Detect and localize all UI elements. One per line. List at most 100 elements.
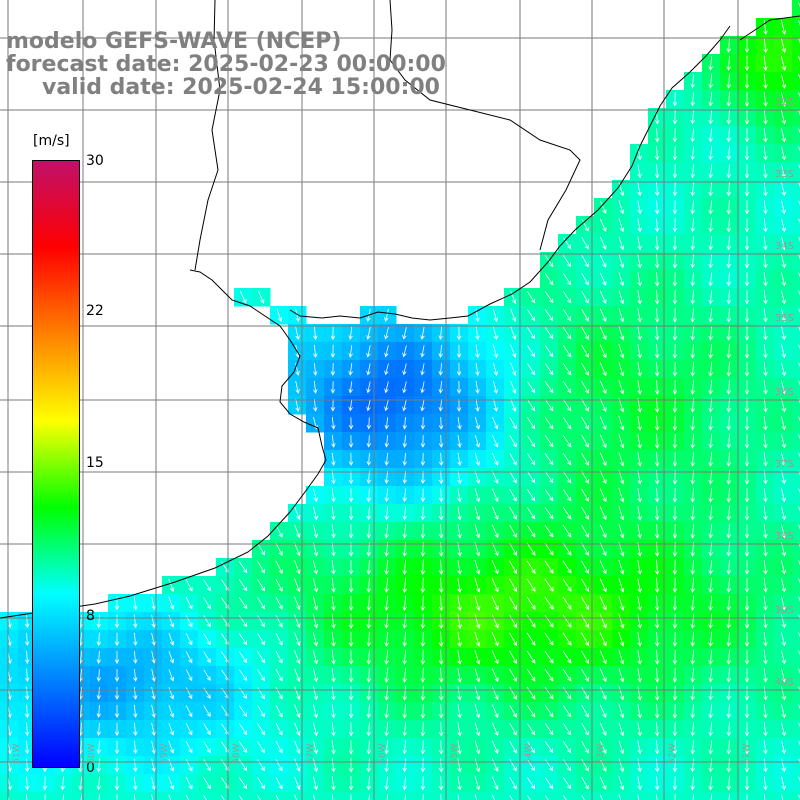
wind-arrow [526,489,536,502]
wind-arrow [798,470,800,476]
colorbar [32,160,80,768]
wind-arrow [763,794,766,800]
wind-arrow [672,433,678,449]
wind-arrow [781,650,786,665]
wind-arrow [763,344,768,359]
wind-arrow [438,488,444,503]
wind-arrow [312,362,318,376]
wind-arrow [526,704,536,718]
wind-arrow [133,740,138,755]
wind-arrow [116,794,118,800]
wind-arrow [744,434,750,449]
wind-arrow [690,128,695,143]
wind-arrow [331,740,336,755]
wind-arrow [185,669,193,682]
wind-arrow [726,308,732,323]
wind-arrow [708,344,713,359]
wind-arrow [672,92,678,107]
speed-cell [792,54,800,73]
wind-arrow [509,488,517,502]
wind-arrow [726,704,732,719]
wind-arrow [599,596,607,611]
wind-arrow [654,200,660,215]
wind-arrow [96,704,102,718]
wind-arrow [744,344,750,359]
wind-arrow [257,705,265,718]
wind-arrow [726,740,732,755]
wind-arrow [492,417,499,430]
wind-arrow [457,758,462,773]
wind-arrow [312,560,319,575]
wind-arrow [781,398,786,413]
wind-arrow [781,470,786,485]
wind-arrow [781,578,787,593]
wind-arrow [420,649,426,665]
wind-arrow [672,613,678,629]
wind-arrow [599,272,607,286]
wind-arrow [257,633,265,646]
wind-arrow [491,668,499,683]
wind-arrow [438,344,444,358]
wind-arrow [763,91,768,107]
wind-arrow [366,506,372,521]
wind-arrow [544,489,554,502]
wind-arrow [438,704,444,719]
colorbar-tick: 15 [86,455,104,471]
wind-arrow [420,506,426,521]
wind-arrow [672,344,678,359]
wind-arrow [348,577,354,593]
wind-arrow [744,614,750,629]
wind-arrow [690,362,695,377]
wind-arrow [726,452,732,467]
wind-arrow [509,506,517,520]
wind-arrow [438,776,444,791]
wind-arrow [475,362,480,377]
wind-arrow [690,740,695,755]
wind-arrow [526,560,536,574]
speed-cell [792,594,800,613]
wind-arrow [313,758,318,773]
wind-arrow [295,380,300,394]
wind-arrow [562,273,572,286]
wind-arrow [690,344,695,359]
wind-arrow [526,614,536,628]
wind-arrow [294,650,301,665]
wind-arrow [690,758,695,773]
wind-arrow [581,795,585,800]
wind-arrow [420,488,426,503]
wind-arrow [599,578,607,593]
wind-arrow [763,524,768,539]
wind-arrow [637,379,642,395]
wind-arrow [509,668,517,682]
speed-cell [306,792,325,800]
wind-arrow [331,578,336,593]
wind-arrow [275,759,283,772]
wind-arrow [672,631,678,647]
wind-arrow [491,722,499,736]
wind-arrow [798,614,800,620]
wind-arrow [744,200,750,215]
wind-arrow [654,685,660,701]
wind-arrow [690,92,695,107]
wind-arrow [402,758,407,773]
wind-arrow [185,705,193,718]
wind-arrow [562,632,572,646]
wind-arrow [599,326,607,341]
wind-arrow [672,146,678,161]
wind-arrow [798,434,800,440]
wind-arrow [581,506,589,520]
wind-arrow [708,164,713,179]
wind-arrow [24,722,30,737]
wind-arrow [798,56,800,62]
wind-arrow [654,667,660,683]
wind-arrow [151,651,156,664]
wind-arrow [744,776,750,791]
wind-arrow [781,596,786,611]
wind-arrow [510,344,517,358]
wind-arrow [763,200,768,215]
wind-arrow [708,595,713,611]
wind-arrow [781,308,786,323]
wind-arrow [238,759,248,772]
wind-arrow [798,110,800,116]
wind-arrow [348,631,354,647]
